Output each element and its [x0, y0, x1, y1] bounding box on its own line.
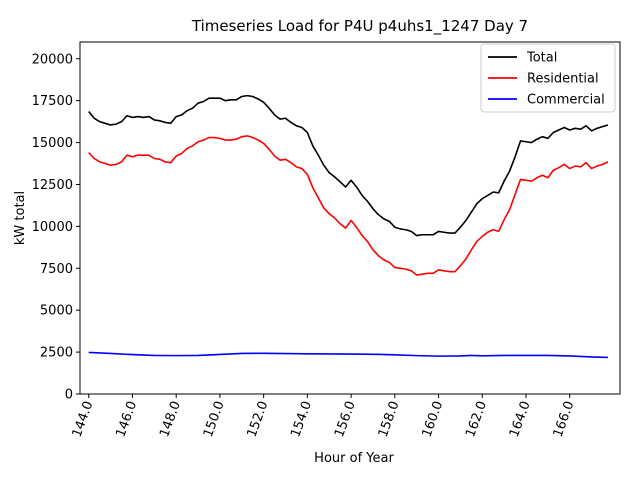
y-tick-label: 20000 [32, 52, 73, 67]
chart-title: Timeseries Load for P4U p4uhs1_1247 Day … [191, 17, 528, 36]
y-tick-label: 0 [65, 388, 73, 403]
series-line-total [88, 94, 609, 237]
y-tick-label: 17500 [32, 94, 73, 109]
series-line-commercial [88, 351, 609, 359]
y-tick-label: 7500 [40, 262, 73, 277]
legend-label-commercial: Commercial [527, 93, 605, 108]
series-layer [88, 94, 609, 359]
y-tick-label: 2500 [40, 346, 73, 361]
legend: Total Residential Commercial [480, 43, 616, 113]
legend-label-total: Total [526, 51, 557, 66]
legend-box [480, 43, 616, 113]
x-axis-label: Hour of Year [314, 451, 394, 466]
plot-frame [79, 41, 621, 395]
y-tick-label: 15000 [32, 136, 73, 151]
y-axis-label: kW total [13, 191, 28, 245]
legend-label-residential: Residential [527, 72, 599, 87]
series-line-residential [88, 135, 609, 276]
y-tick-label: 5000 [40, 304, 73, 319]
y-tick-label: 12500 [32, 178, 73, 193]
y-tick-label: 10000 [32, 220, 73, 235]
y-axis-ticks: 0 2500 5000 7500 10000 12500 15000 17500 20000 [32, 52, 80, 403]
